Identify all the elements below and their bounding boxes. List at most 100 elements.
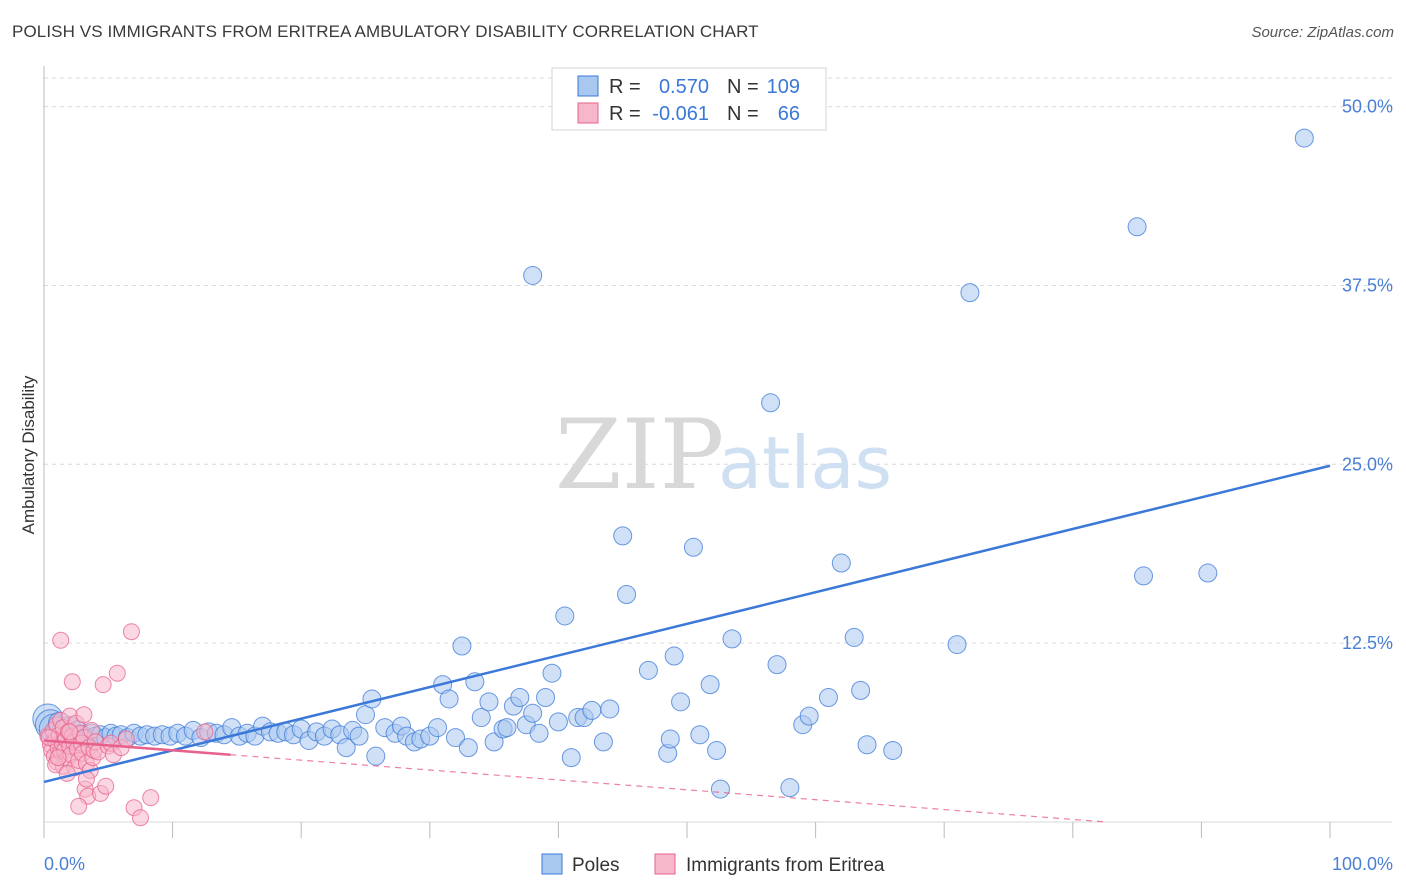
y-axis-title: Ambulatory Disability [19,375,38,534]
eritrea-point [196,723,214,741]
poles-point [1198,563,1218,583]
poles-point [555,606,575,626]
poles-point [690,725,710,745]
watermark-atlas: atlas [718,421,892,505]
eritrea-point [58,764,76,782]
poles-point [831,553,851,573]
legend-n-value-poles: 109 [767,76,800,98]
poles-point [593,732,613,752]
poles-point [536,688,556,708]
legend-swatch-poles [577,75,599,97]
poles-point [851,680,871,700]
y-tick-label: 37.5% [1342,275,1393,295]
legend-r-label-eritrea: R = [609,103,641,125]
poles-point [428,718,448,738]
y-tick-label: 12.5% [1342,633,1393,653]
eritrea-point [63,673,81,691]
poles-point [542,663,562,683]
poles-trend-line [43,464,1331,784]
poles-point [638,660,658,680]
poles-point [582,700,602,720]
poles-point [799,706,819,726]
poles-point [1127,217,1147,237]
legend-r-value-poles: 0.570 [659,76,709,98]
poles-point [523,265,543,285]
poles-point [497,718,517,738]
poles-point [664,646,684,666]
legend-n-label-poles: N = [727,76,759,98]
series-legend: Poles Immigrants from Eritrea [541,853,885,876]
poles-point [883,740,903,760]
eritrea-point [131,809,149,827]
poles-point [947,635,967,655]
poles-point [1134,566,1154,586]
poles-point [767,655,787,675]
poles-point [349,726,369,746]
y-axis-tick-labels: 12.5% 25.0% 37.5% 50.0% [1342,97,1393,654]
poles-point [671,692,691,712]
y-tick-label: 25.0% [1342,454,1393,474]
eritrea-point [40,729,58,747]
eritrea-point [97,777,115,795]
gridlines [43,66,1392,823]
poles-point [484,732,504,752]
bottom-legend-label-eritrea: Immigrants from Eritrea [686,855,885,876]
eritrea-point [108,664,126,682]
legend-n-value-eritrea: 66 [778,103,800,125]
legend-r-label-poles: R = [609,76,641,98]
poles-point [818,688,838,708]
poles-point [471,708,491,728]
eritrea-point [52,631,70,649]
eritrea-trend-line [43,739,231,757]
eritrea-point [142,789,160,807]
poles-point [780,778,800,798]
legend-r-value-eritrea: -0.061 [652,103,709,125]
chart-title: POLISH VS IMMIGRANTS FROM ERITREA AMBULA… [12,22,759,41]
x-axis-tick-labels: 0.0% 100.0% [44,854,1393,874]
poles-point [960,283,980,303]
poles-point [710,779,730,799]
eritrea-point [94,676,112,694]
eritrea-point [61,723,79,741]
x-axis-ticks [43,822,1331,838]
poles-point [366,746,386,766]
x-tick-label: 100.0% [1332,854,1393,874]
watermark: ZIP atlas [555,399,892,511]
poles-point [1294,128,1314,148]
legend-swatch-eritrea [577,102,599,124]
eritrea-trend-extension [230,754,1107,823]
legend-n-label-eritrea: N = [727,103,759,125]
poles-point [548,712,568,732]
bottom-legend-swatch-poles [541,853,563,875]
poles-point [761,393,781,413]
bottom-legend-swatch-eritrea [654,853,676,875]
eritrea-point [70,797,88,815]
poles-point [529,723,549,743]
poles-point [561,748,581,768]
poles-point [857,735,877,755]
eritrea-point [122,623,140,641]
y-tick-label: 50.0% [1342,97,1393,117]
eritrea-point [49,749,67,767]
correlation-legend: R = 0.570 N = 109 R = -0.061 N = 66 [551,67,827,131]
x-tick-label: 0.0% [44,854,85,874]
poles-point [600,699,620,719]
poles-point [336,738,356,758]
bottom-legend-label-poles: Poles [572,855,620,876]
eritrea-point [75,706,93,724]
poles-point [844,627,864,647]
eritrea-point [117,730,135,748]
poles-point [707,740,727,760]
trend-lines [43,464,1331,823]
poles-point [458,738,478,758]
poles-point [446,728,466,748]
poles-point [523,703,543,723]
poles-point [617,585,637,605]
source-label: Source: ZipAtlas.com [1251,24,1394,41]
poles-point [613,526,633,546]
poles-point [510,688,530,708]
poles-point [439,689,459,709]
poles-point [700,675,720,695]
poles-point [479,692,499,712]
